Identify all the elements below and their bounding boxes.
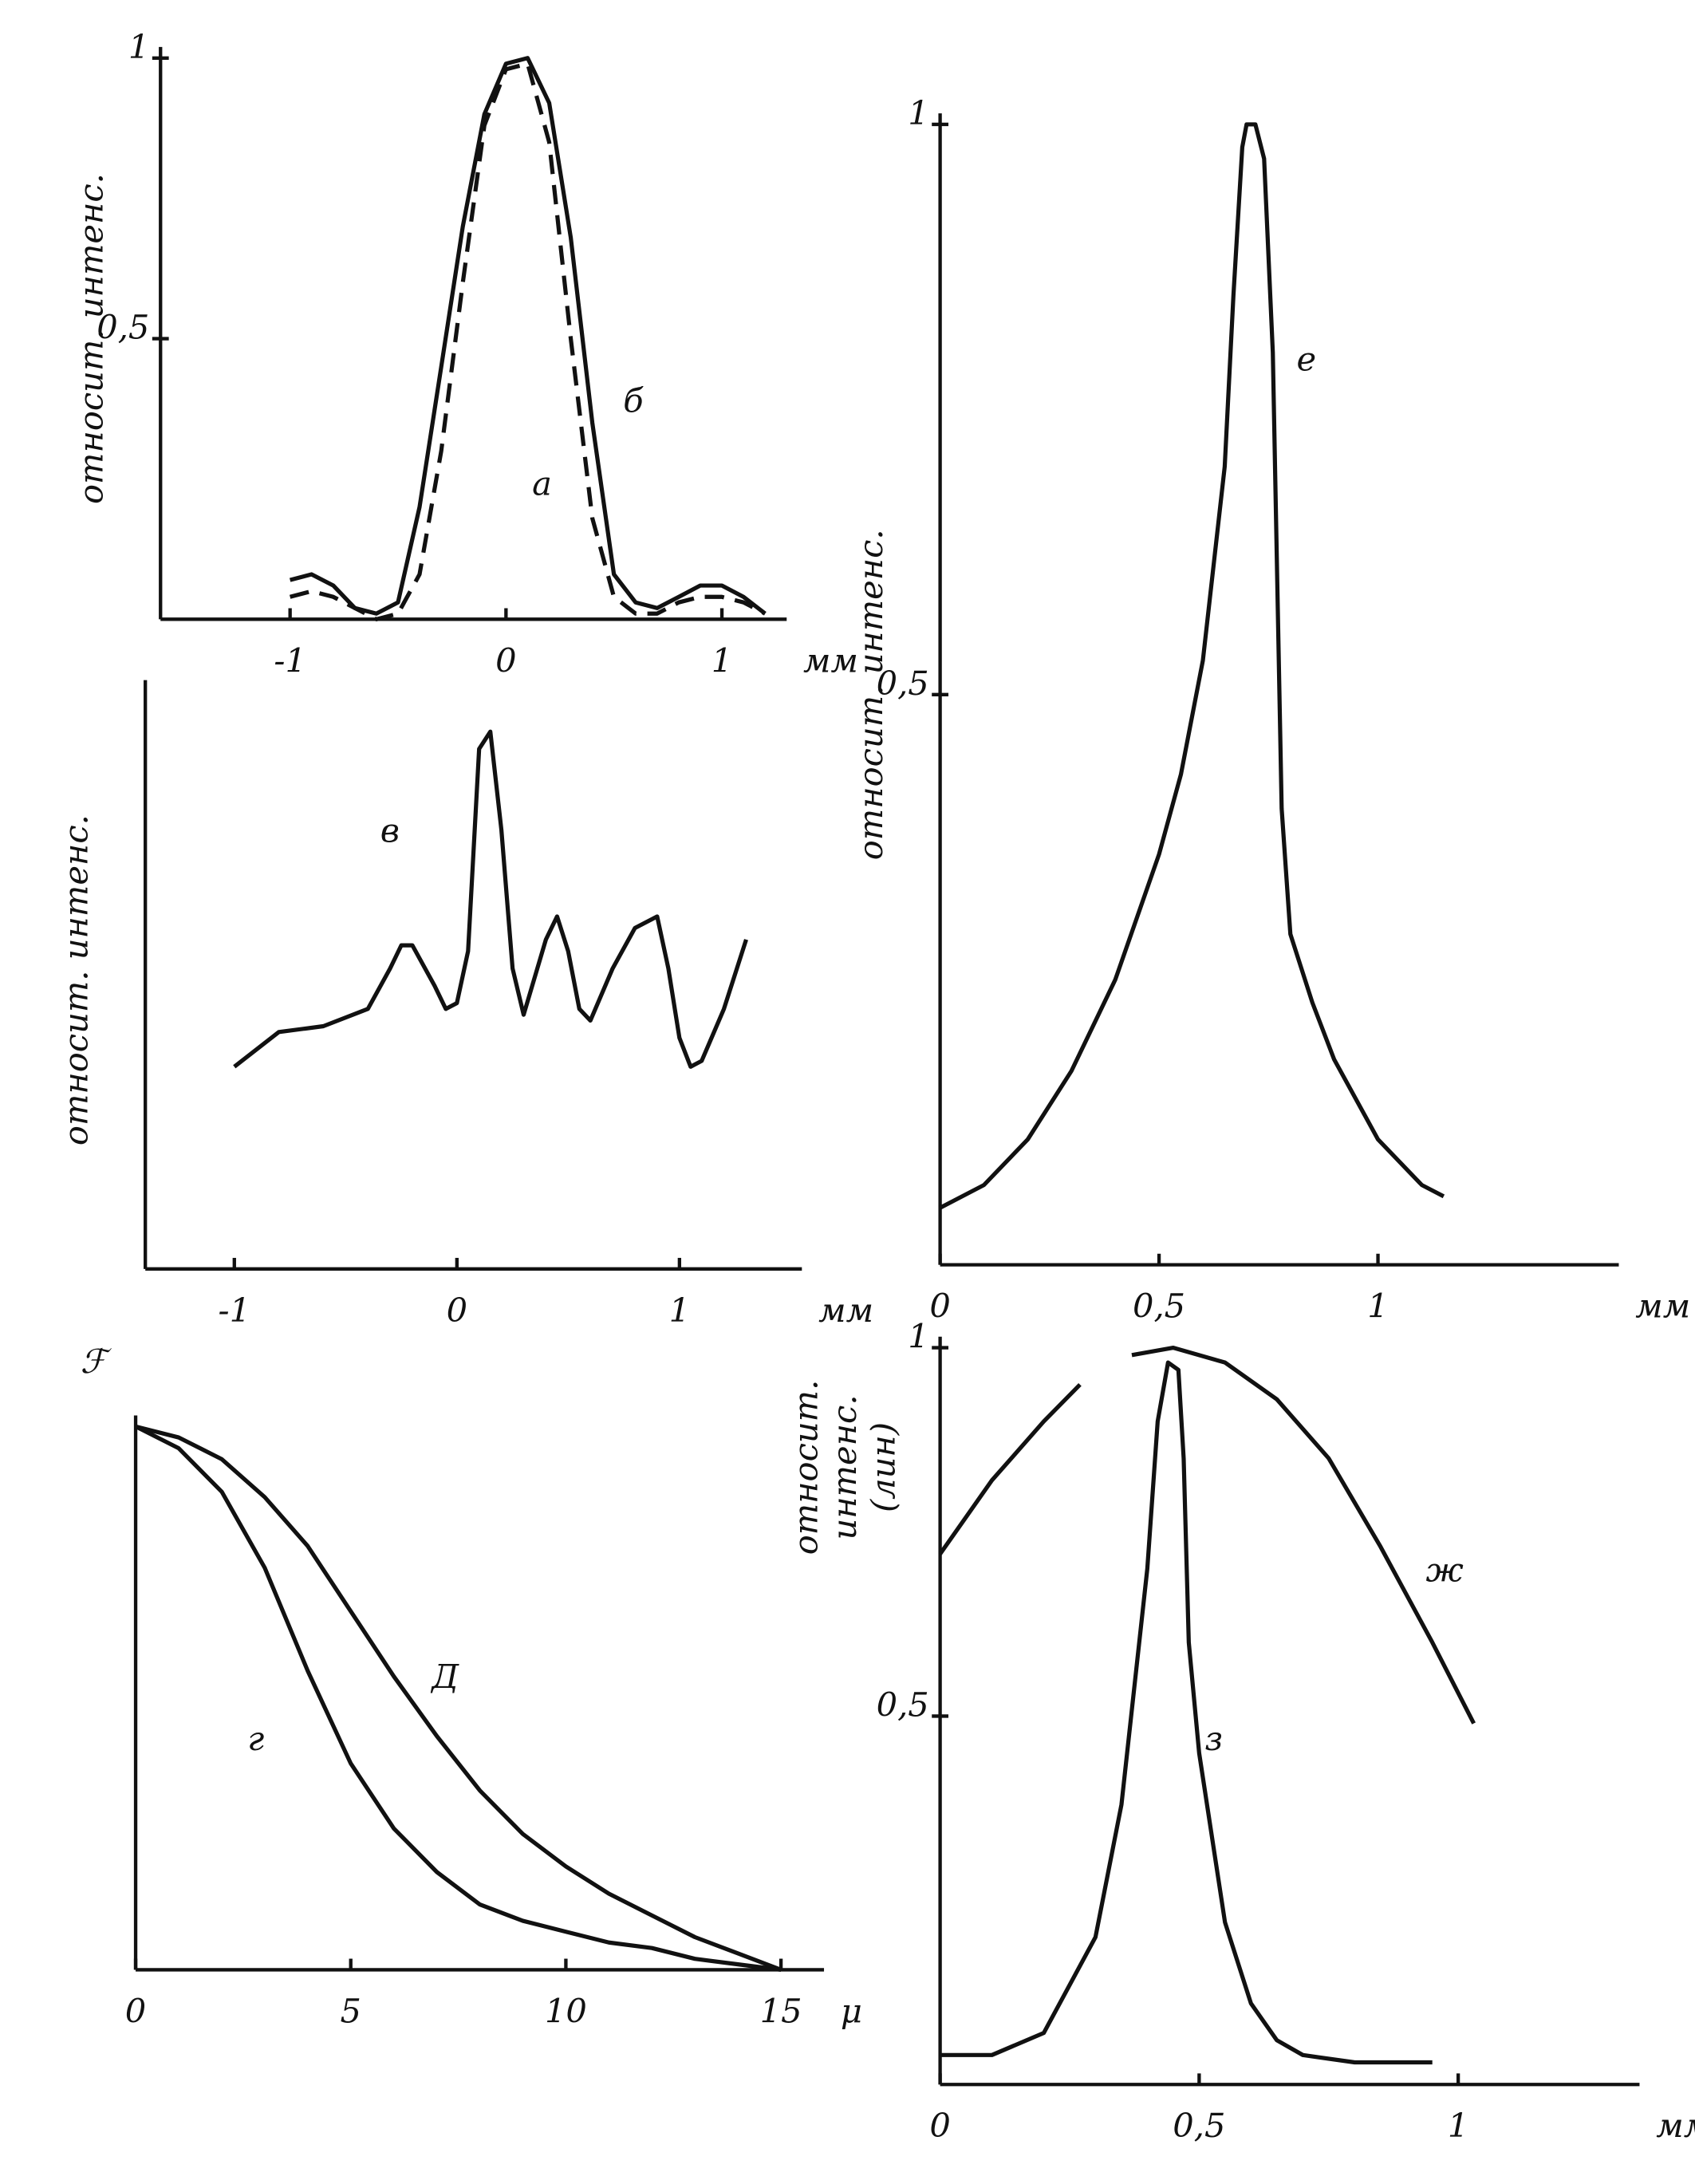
- curve-label: а: [532, 463, 552, 503]
- y-tick-label: 0,5: [877, 1685, 929, 1725]
- x-axis-label: мм: [818, 1291, 873, 1330]
- y-tick-label: 1: [128, 27, 149, 66]
- curve: [135, 1424, 782, 1972]
- x-tick-label: 15: [760, 1991, 802, 2030]
- y-axis-label: интенс.: [825, 1394, 864, 1539]
- y-axis-label: относит. интенс.: [72, 173, 111, 504]
- curve: [289, 61, 767, 621]
- x-tick-label: 1: [1367, 1287, 1388, 1326]
- y-axis-label: ℱ: [81, 1342, 112, 1381]
- curve-label: е: [1297, 340, 1317, 379]
- curve: [940, 1360, 1433, 2065]
- y-axis-label: относит. интенс.: [851, 529, 890, 860]
- curve: [233, 729, 748, 1069]
- x-axis-label: мм: [1656, 2106, 1695, 2145]
- curve: [938, 1345, 1476, 1725]
- x-tick-label: -1: [274, 641, 306, 680]
- y-tick-label: 1: [908, 93, 928, 132]
- curve-label: Д: [430, 1657, 459, 1696]
- curve-label: г: [247, 1719, 264, 1758]
- panel: -1 0 1 0,5 1 мм относит. интенс. а б: [72, 27, 858, 680]
- y-axis-label: относит. интенс.: [57, 814, 96, 1145]
- x-tick-label: 0: [929, 2106, 950, 2145]
- curve-label: б: [623, 381, 644, 420]
- x-tick-label: -1: [219, 1291, 251, 1330]
- x-tick-label: 10: [545, 1991, 587, 2030]
- x-tick-label: 0: [495, 641, 516, 680]
- curve-label: в: [380, 810, 400, 850]
- curve-label: з: [1204, 1719, 1223, 1758]
- curve: [134, 1425, 782, 1972]
- curve-label: ж: [1425, 1551, 1463, 1590]
- x-tick-label: 1: [669, 1291, 690, 1330]
- y-axis-label: относит.: [786, 1380, 825, 1555]
- x-axis-label: мм: [1635, 1287, 1690, 1326]
- panel: 0 0,5 1 0,5 1 мм относит. интенс. е: [851, 93, 1690, 1326]
- y-tick-label: 0,5: [97, 308, 149, 347]
- curve: [289, 56, 767, 616]
- x-tick-label: 0: [929, 1287, 950, 1326]
- x-tick-label: 0,5: [1133, 1287, 1185, 1326]
- panel: 0 5 10 15 μ ℱг Д: [81, 1342, 862, 2030]
- x-tick-label: 1: [1448, 2106, 1468, 2145]
- y-tick-label: 0,5: [877, 664, 929, 703]
- y-axis-label: (лин): [864, 1422, 903, 1512]
- panel: 0 0,5 1 0,5 1 мм относит.интенс.(лин) ж з: [786, 1317, 1695, 2145]
- x-axis-label: мм: [803, 641, 858, 680]
- x-tick-label: 0,5: [1173, 2106, 1225, 2145]
- x-tick-label: 1: [712, 641, 732, 680]
- x-axis-label: μ: [841, 1991, 862, 2030]
- y-tick-label: 1: [908, 1317, 928, 1356]
- x-tick-label: 5: [341, 1991, 361, 2030]
- x-tick-label: 0: [447, 1291, 467, 1330]
- curve: [939, 122, 1445, 1210]
- panel: -1 0 1 мм относит. интенс. в: [57, 680, 873, 1330]
- x-tick-label: 0: [125, 1991, 146, 2030]
